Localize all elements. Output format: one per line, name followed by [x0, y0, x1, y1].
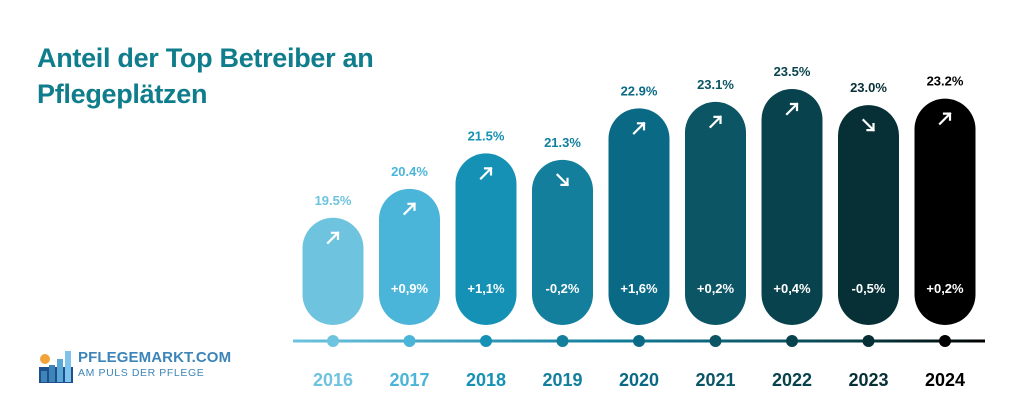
arrow-up-right-icon-2016 [326, 231, 340, 245]
timeline-dot-2024 [939, 335, 951, 347]
timeline-dot-2018 [480, 335, 492, 347]
bar-2024 [914, 98, 976, 325]
change-label-2017: +0,9% [391, 281, 429, 296]
arrow-down-right-icon-2023 [861, 118, 876, 132]
timeline-dot-2020 [633, 335, 645, 347]
value-label-2019: 21.3% [544, 135, 581, 150]
change-label-2023: -0,5% [852, 281, 886, 296]
value-label-2020: 22.9% [621, 83, 658, 98]
value-label-2022: 23.5% [774, 64, 811, 79]
bar-2021 [685, 101, 746, 325]
change-label-2021: +0,2% [697, 281, 735, 296]
chart-title: Anteil der Top Betreiber an Pflegeplätze… [37, 40, 457, 112]
change-label-2020: +1,6% [620, 281, 658, 296]
arrow-up-right-icon-2022 [785, 102, 799, 116]
timeline-dot-2017 [403, 335, 416, 347]
bar-2023 [838, 105, 899, 325]
arrow-up-right-icon-2024 [938, 112, 952, 126]
timeline-dot-2016 [327, 335, 339, 347]
logo-tagline: AM PULS DER PFLEGE [78, 367, 205, 379]
year-label-2022: 2022 [772, 370, 812, 390]
bar-2020 [608, 108, 670, 325]
arrow-down-right-icon-2019 [555, 173, 570, 187]
arrow-up-right-icon-2018 [479, 166, 493, 180]
bar-2016 [302, 217, 364, 325]
year-label-2019: 2019 [542, 370, 582, 390]
logo-name: PFLEGEMARKT.COM [78, 349, 232, 366]
pflegemarkt-logo: PFLEGEMARKT.COM AM PULS DER PFLEGE [38, 341, 231, 385]
title-line-1: Anteil der Top Betreiber an [37, 43, 374, 73]
bar-2022 [761, 89, 823, 325]
arrow-up-right-icon-2020 [632, 121, 646, 135]
arrow-up-right-icon-2017 [402, 202, 417, 216]
change-label-2018: +1,1% [467, 281, 505, 296]
bar-2018 [455, 153, 517, 325]
title-line-2: Pflegeplätzen [37, 79, 208, 109]
value-label-2018: 21.5% [468, 128, 505, 143]
timeline-dot-2021 [709, 335, 722, 347]
year-label-2016: 2016 [313, 370, 353, 390]
bar-2019 [532, 159, 593, 325]
change-label-2022: +0,4% [773, 281, 811, 296]
arrow-up-right-icon-2021 [708, 115, 723, 129]
year-label-2018: 2018 [466, 370, 506, 390]
value-label-2024: 23.2% [927, 74, 964, 89]
change-label-2019: -0,2% [546, 281, 580, 296]
year-label-2024: 2024 [925, 370, 965, 390]
value-label-2016: 19.5% [315, 193, 352, 208]
year-label-2020: 2020 [619, 370, 659, 390]
year-label-2021: 2021 [695, 370, 735, 390]
year-label-2023: 2023 [848, 370, 888, 390]
logo-mark-icon [39, 351, 73, 383]
year-label-2017: 2017 [389, 370, 429, 390]
value-label-2017: 20.4% [391, 164, 428, 179]
bar-2017 [379, 188, 440, 325]
timeline-dot-2023 [862, 335, 875, 347]
value-label-2021: 23.1% [697, 77, 734, 92]
timeline-dot-2019 [556, 335, 569, 347]
change-label-2024: +0,2% [926, 281, 964, 296]
timeline-dot-2022 [786, 335, 798, 347]
value-label-2023: 23.0% [850, 80, 887, 95]
